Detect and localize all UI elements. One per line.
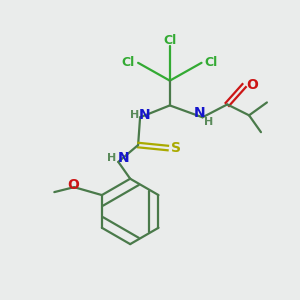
- Text: N: N: [117, 151, 129, 165]
- Text: S: S: [171, 141, 181, 155]
- Text: O: O: [67, 178, 79, 192]
- Text: H: H: [204, 117, 213, 127]
- Text: H: H: [107, 153, 116, 163]
- Text: N: N: [139, 108, 151, 122]
- Text: N: N: [194, 106, 205, 120]
- Text: Cl: Cl: [163, 34, 176, 46]
- Text: Cl: Cl: [122, 56, 135, 69]
- Text: H: H: [130, 110, 139, 120]
- Text: O: O: [246, 78, 258, 92]
- Text: Cl: Cl: [205, 56, 218, 69]
